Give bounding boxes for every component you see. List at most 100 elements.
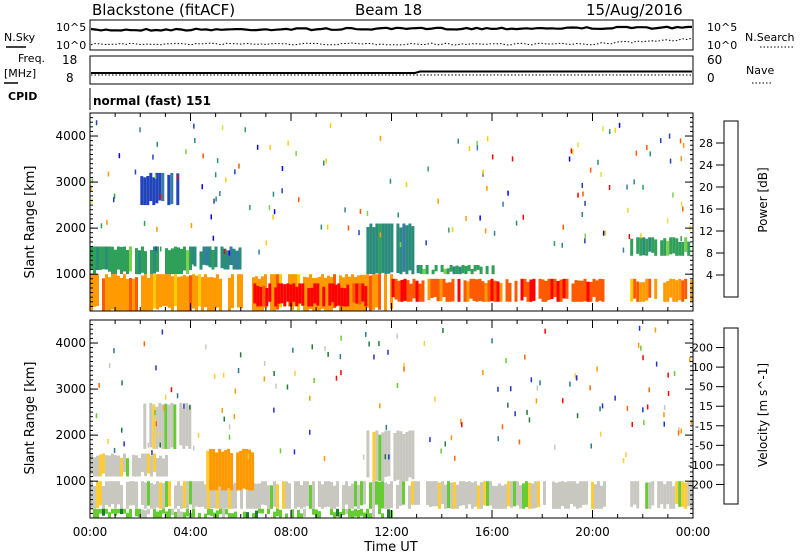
heatmap-cell	[362, 454, 365, 460]
heatmap-band	[90, 453, 168, 477]
heatmap-cell	[479, 266, 483, 275]
heatmap-cell	[681, 481, 685, 507]
heatmap-cell	[663, 484, 667, 509]
heatmap-cell	[310, 287, 314, 307]
heatmap-cell	[249, 484, 252, 509]
heatmap-cell	[90, 246, 93, 270]
heatmap-cell	[505, 279, 509, 302]
heatmap-cell	[294, 370, 296, 376]
heatmap-cell	[389, 178, 392, 184]
heatmap-cell	[482, 370, 484, 376]
heatmap-cell	[415, 280, 419, 302]
heatmap-cell	[156, 274, 159, 310]
heatmap-cell	[339, 354, 342, 360]
heatmap-cell	[581, 182, 583, 188]
heatmap-cell	[138, 457, 141, 477]
heatmap-cell	[648, 387, 650, 393]
heatmap-speckle	[90, 120, 691, 256]
heatmap-cell	[561, 242, 563, 248]
heatmap-cell	[313, 283, 317, 304]
heatmap-cell	[381, 481, 384, 509]
heatmap-cell	[643, 420, 645, 426]
heatmap-cell	[229, 246, 233, 265]
heatmap-cell	[418, 283, 422, 302]
heatmap-cell	[165, 248, 168, 275]
heatmap-cell	[99, 481, 102, 506]
heatmap-band	[366, 223, 415, 275]
heatmap-cell	[174, 511, 177, 518]
heatmap-cell	[478, 278, 482, 301]
heatmap-cell	[189, 275, 192, 311]
heatmap-cell	[589, 167, 592, 173]
heatmap-cell	[141, 453, 144, 472]
heatmap-cell	[309, 395, 311, 401]
heatmap-cell	[123, 441, 125, 447]
heatmap-cell	[152, 177, 156, 206]
heatmap-cell	[361, 283, 365, 302]
heatmap-cell	[156, 511, 159, 518]
heatmap-cell	[490, 278, 494, 302]
heatmap-cell	[287, 140, 289, 146]
heatmap-cell	[666, 281, 670, 302]
heatmap-cell	[690, 279, 694, 302]
heatmap-cell	[171, 248, 174, 275]
heatmap-cell	[462, 481, 465, 506]
heatmap-cell	[134, 169, 137, 175]
heatmap-cell	[476, 265, 480, 270]
heatmap-cell	[228, 424, 231, 430]
heatmap-cell	[208, 246, 212, 268]
heatmap-cell	[570, 481, 573, 504]
heatmap-cell	[660, 138, 662, 144]
heatmap-cell	[264, 481, 267, 506]
heatmap-cell	[102, 508, 105, 516]
heatmap-cell	[294, 481, 297, 509]
heatmap-cell	[369, 482, 372, 509]
heatmap-cell	[156, 226, 158, 232]
heatmap-cell	[538, 278, 542, 299]
heatmap-cell	[273, 511, 276, 518]
heatmap-cell	[463, 280, 467, 302]
heatmap-cell	[156, 457, 159, 477]
heatmap-cell	[213, 374, 216, 379]
heatmap-cell	[227, 448, 231, 489]
heatmap-cell	[680, 201, 683, 207]
heatmap-cell	[274, 287, 278, 307]
noise-panel-frame	[89, 19, 694, 51]
heatmap-cell	[602, 230, 605, 236]
heatmap-cell	[230, 453, 234, 491]
heatmap-cell	[240, 274, 243, 309]
heatmap-cell	[170, 172, 174, 205]
heatmap-cell	[660, 240, 664, 256]
heatmap-cell	[228, 434, 231, 440]
heatmap-cell	[231, 484, 234, 509]
heatmap-cell	[113, 193, 116, 199]
heatmap-cell	[202, 153, 204, 159]
heatmap-cell	[372, 274, 375, 310]
heatmap-cell	[111, 481, 114, 505]
heatmap-cell	[174, 485, 177, 509]
heatmap-cell	[138, 508, 141, 518]
heatmap-cell	[596, 366, 598, 372]
heatmap-cell	[267, 508, 270, 514]
heatmap-cell	[443, 268, 447, 275]
heatmap-cell	[409, 283, 413, 302]
colorbar-tick-label: 24	[699, 159, 713, 172]
heatmap-cell	[342, 508, 345, 516]
y-tick-label: 2000	[55, 428, 86, 442]
heatmap-cell	[599, 406, 601, 412]
heatmap-cell	[154, 173, 157, 179]
heatmap-cell	[493, 230, 496, 236]
heatmap-cell	[221, 407, 223, 413]
heatmap-cell	[180, 276, 183, 311]
heatmap-cell	[660, 481, 664, 505]
heatmap-cell	[528, 482, 531, 509]
heatmap-cell	[649, 151, 651, 157]
heatmap-cell	[188, 405, 192, 449]
heatmap-cell	[639, 237, 643, 256]
heatmap-cell	[368, 341, 370, 347]
heatmap-cell	[238, 163, 240, 169]
heatmap-cell	[214, 172, 217, 178]
heatmap-cell	[177, 481, 180, 506]
heatmap-cell	[239, 450, 243, 491]
heatmap-cell	[152, 154, 154, 160]
